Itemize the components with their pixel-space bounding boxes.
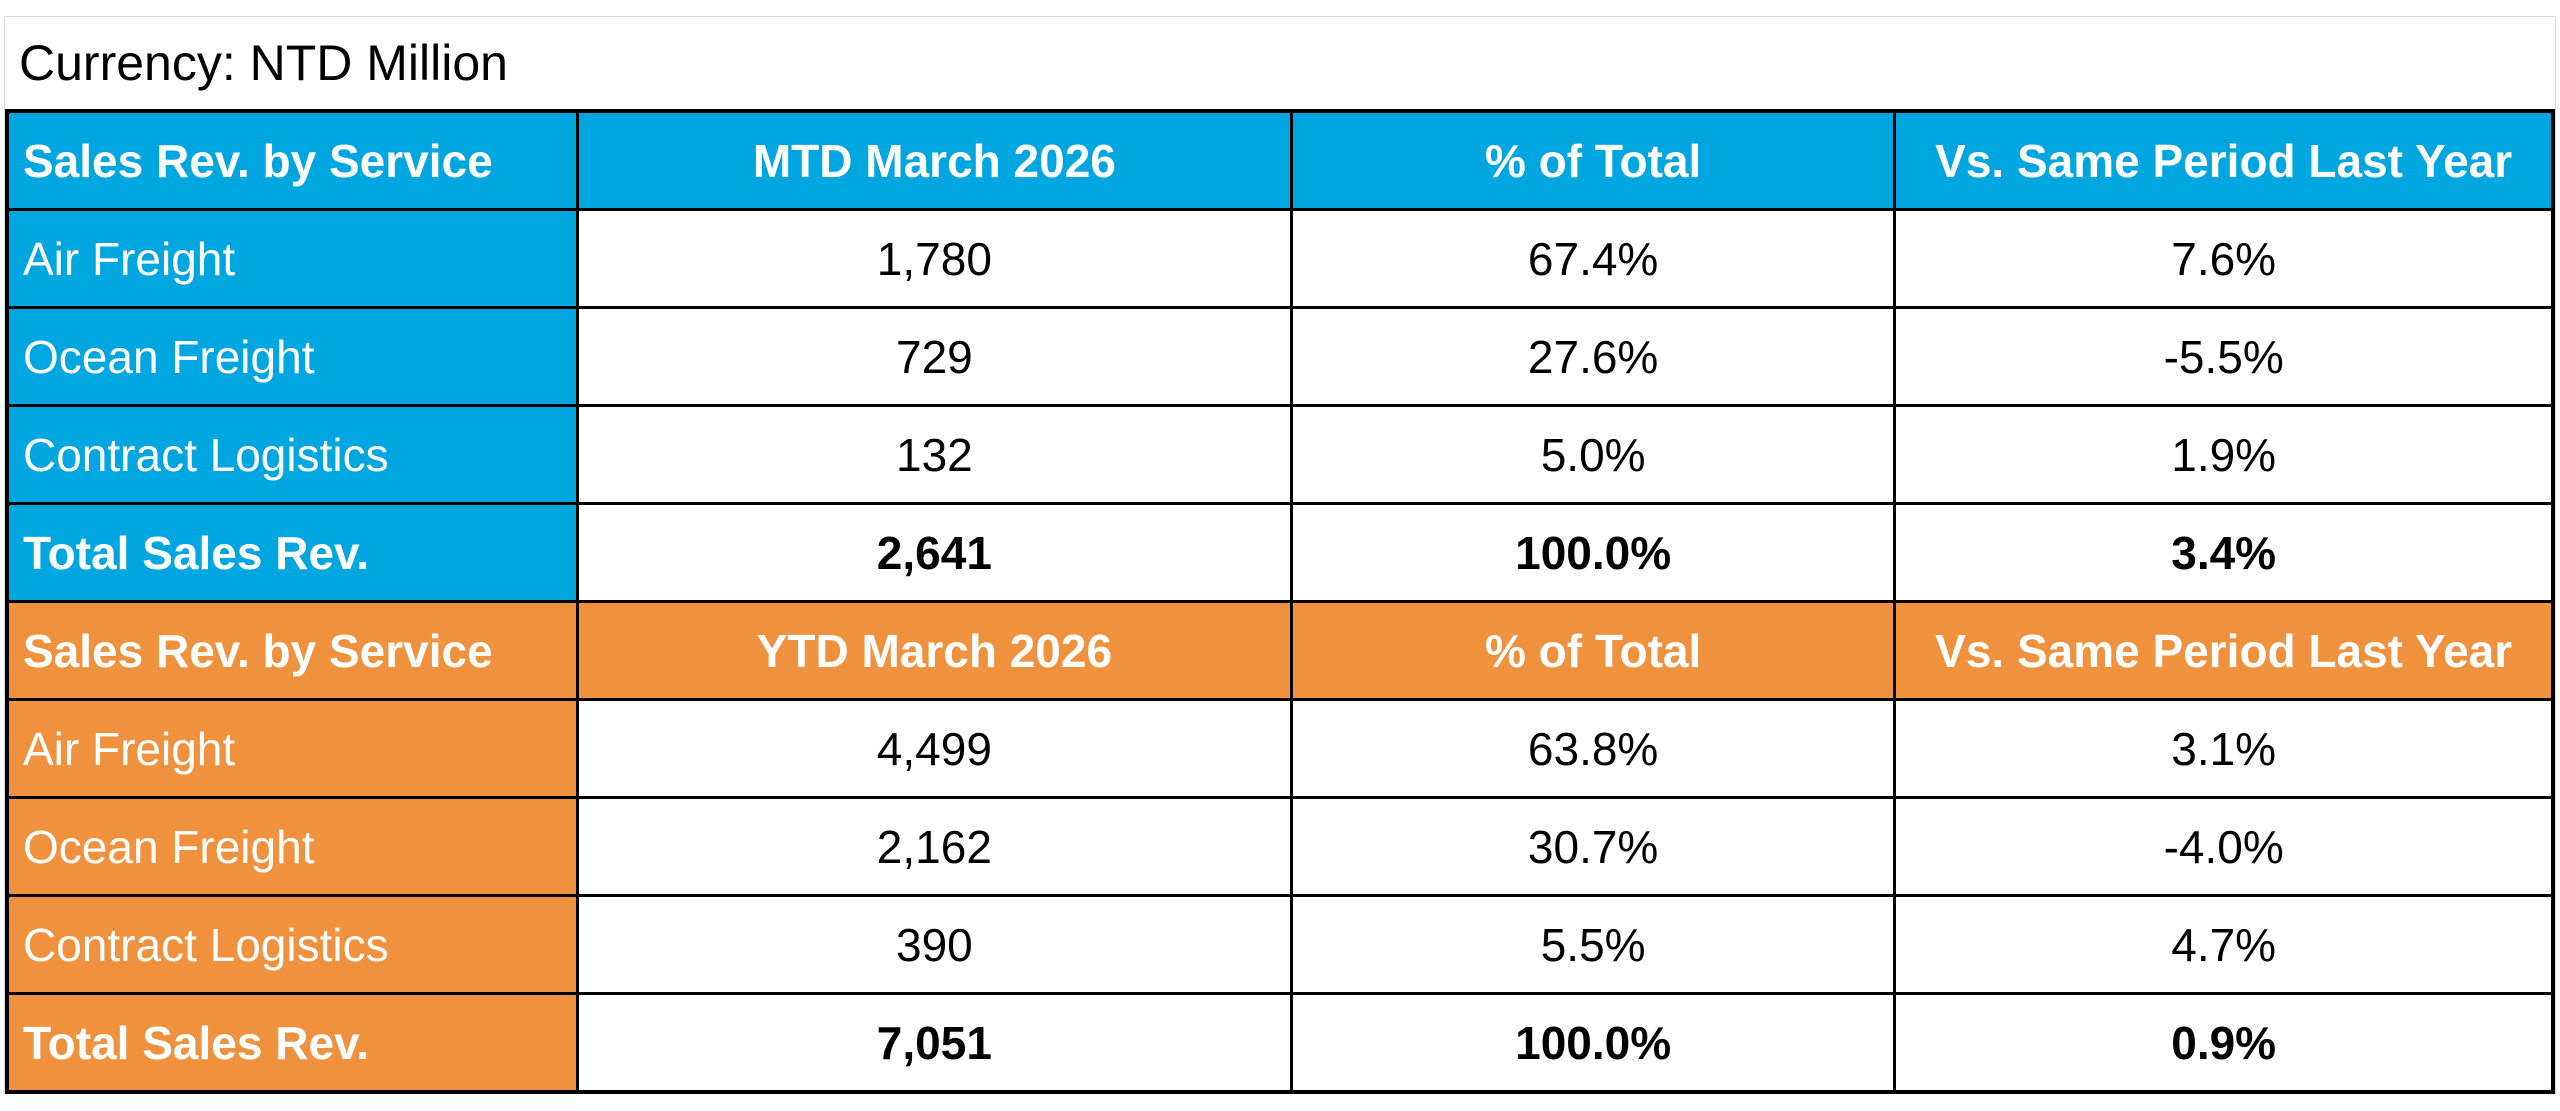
pct-of-total-cell: 100.0% xyxy=(1289,502,1897,603)
service-label-cell: Contract Logistics xyxy=(5,404,579,505)
service-label-cell: Ocean Freight xyxy=(5,796,579,897)
vs-last-year-cell: 3.4% xyxy=(1893,502,2555,603)
table-row-ytd-ocean-freight: Ocean Freight 2,162 30.7% -4.0% xyxy=(5,796,2555,897)
value-cell: 1,780 xyxy=(575,208,1293,309)
value-cell: 2,162 xyxy=(575,796,1293,897)
service-label-cell: Contract Logistics xyxy=(5,894,579,995)
mtd-header-row: Sales Rev. by Service MTD March 2026 % o… xyxy=(5,109,2555,211)
pct-of-total-cell: 67.4% xyxy=(1289,208,1897,309)
ytd-header-row: Sales Rev. by Service YTD March 2026 % o… xyxy=(5,600,2555,701)
vs-last-year-cell: 1.9% xyxy=(1893,404,2555,505)
vs-last-year-cell: -5.5% xyxy=(1893,306,2555,407)
table-row-ytd-air-freight: Air Freight 4,499 63.8% 3.1% xyxy=(5,698,2555,799)
vs-last-year-cell: 7.6% xyxy=(1893,208,2555,309)
service-label-cell: Total Sales Rev. xyxy=(5,992,579,1094)
vs-last-year-cell: -4.0% xyxy=(1893,796,2555,897)
value-cell: 390 xyxy=(575,894,1293,995)
pct-of-total-cell: 30.7% xyxy=(1289,796,1897,897)
pct-of-total-cell: 5.0% xyxy=(1289,404,1897,505)
value-cell: 132 xyxy=(575,404,1293,505)
mtd-header-pct-of-total: % of Total xyxy=(1289,109,1897,211)
value-cell: 7,051 xyxy=(575,992,1293,1094)
table-row-mtd-air-freight: Air Freight 1,780 67.4% 7.6% xyxy=(5,208,2555,309)
service-label-cell: Total Sales Rev. xyxy=(5,502,579,603)
currency-title: Currency: NTD Million xyxy=(5,17,2555,109)
table-row-mtd-ocean-freight: Ocean Freight 729 27.6% -5.5% xyxy=(5,306,2555,407)
mtd-header-vs-last-year: Vs. Same Period Last Year xyxy=(1893,109,2555,211)
vs-last-year-cell: 3.1% xyxy=(1893,698,2555,799)
pct-of-total-cell: 63.8% xyxy=(1289,698,1897,799)
value-cell: 2,641 xyxy=(575,502,1293,603)
vs-last-year-cell: 4.7% xyxy=(1893,894,2555,995)
report-sheet: Currency: NTD Million Sales Rev. by Serv… xyxy=(4,16,2556,1094)
vs-last-year-cell: 0.9% xyxy=(1893,992,2555,1094)
sales-table: Sales Rev. by Service MTD March 2026 % o… xyxy=(5,109,2555,1094)
ytd-header-service: Sales Rev. by Service xyxy=(5,600,579,701)
table-row-mtd-contract-logistics: Contract Logistics 132 5.0% 1.9% xyxy=(5,404,2555,505)
table-row-ytd-total: Total Sales Rev. 7,051 100.0% 0.9% xyxy=(5,992,2555,1094)
mtd-header-period: MTD March 2026 xyxy=(575,109,1293,211)
pct-of-total-cell: 5.5% xyxy=(1289,894,1897,995)
service-label-cell: Air Freight xyxy=(5,698,579,799)
ytd-header-vs-last-year: Vs. Same Period Last Year xyxy=(1893,600,2555,701)
ytd-header-period: YTD March 2026 xyxy=(575,600,1293,701)
service-label-cell: Ocean Freight xyxy=(5,306,579,407)
value-cell: 729 xyxy=(575,306,1293,407)
table-row-ytd-contract-logistics: Contract Logistics 390 5.5% 4.7% xyxy=(5,894,2555,995)
pct-of-total-cell: 100.0% xyxy=(1289,992,1897,1094)
pct-of-total-cell: 27.6% xyxy=(1289,306,1897,407)
ytd-header-pct-of-total: % of Total xyxy=(1289,600,1897,701)
currency-title-text: Currency: NTD Million xyxy=(19,35,508,91)
service-label-cell: Air Freight xyxy=(5,208,579,309)
mtd-header-service: Sales Rev. by Service xyxy=(5,109,579,211)
value-cell: 4,499 xyxy=(575,698,1293,799)
table-row-mtd-total: Total Sales Rev. 2,641 100.0% 3.4% xyxy=(5,502,2555,603)
